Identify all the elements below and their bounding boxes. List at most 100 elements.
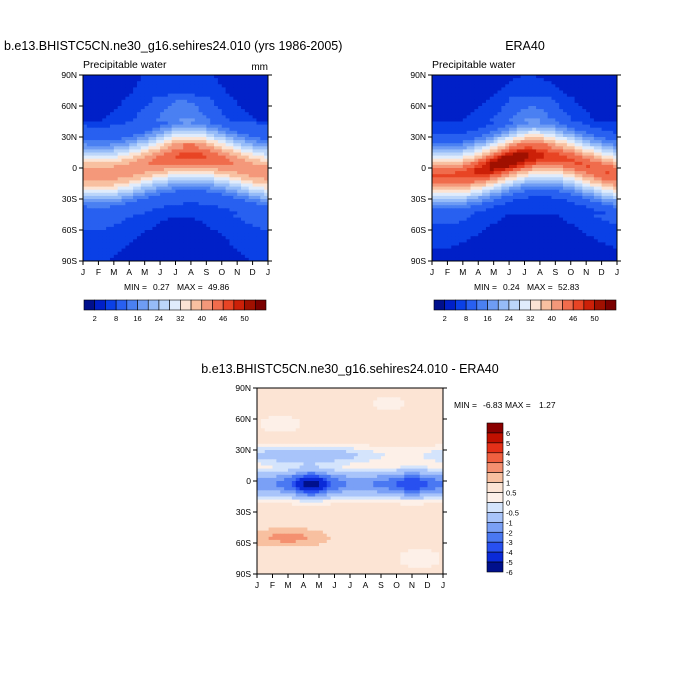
- era40-cell: [601, 121, 606, 125]
- model-cell: [256, 180, 261, 184]
- model-colorbar-swatch: [222, 299, 235, 311]
- era40-cell: [605, 121, 610, 125]
- model-cell: [109, 146, 115, 150]
- era40-cell: [563, 84, 568, 88]
- era40-cell: [505, 121, 510, 125]
- model-cell: [102, 137, 107, 141]
- model-cell: [133, 149, 138, 153]
- model-cell: [117, 106, 122, 110]
- model-cell: [171, 183, 176, 187]
- model-cell: [86, 143, 92, 147]
- model-cell: [144, 251, 149, 256]
- model-cell: [140, 130, 146, 135]
- era40-cell: [505, 78, 510, 82]
- era40-cell: [439, 199, 444, 203]
- era40-cell: [566, 112, 572, 116]
- model-cell: [244, 106, 250, 110]
- era40-cell: [601, 171, 606, 175]
- era40-cell: [447, 164, 452, 169]
- era40-cell: [512, 96, 518, 101]
- era40-cell: [478, 152, 483, 156]
- model-cell: [214, 75, 219, 79]
- model-cell: [252, 202, 257, 206]
- model-cell: [136, 220, 142, 225]
- era40-cell: [590, 133, 595, 138]
- era40-cell: [586, 177, 591, 181]
- era40-cell: [493, 146, 498, 150]
- era40-cell: [474, 205, 479, 209]
- era40-cell: [566, 84, 572, 88]
- era40-cell: [451, 93, 456, 98]
- era40-cell: [578, 121, 583, 125]
- model-cell: [260, 115, 265, 119]
- era40-cell: [566, 180, 572, 184]
- era40-cell: [532, 168, 537, 172]
- model-cell: [214, 230, 219, 234]
- model-cell: [237, 177, 242, 181]
- era40-cell: [543, 130, 549, 135]
- era40-cell: [613, 158, 618, 163]
- model-cell: [244, 78, 250, 82]
- model-cell: [252, 130, 257, 135]
- era40-cell: [532, 124, 537, 129]
- model-cell: [202, 81, 207, 85]
- era40-cell: [597, 202, 602, 206]
- model-cell: [202, 102, 207, 107]
- era40-cell: [474, 93, 479, 98]
- era40-cell: [462, 168, 468, 172]
- model-cell: [90, 84, 95, 88]
- era40-cell: [509, 189, 514, 194]
- model-colorbar-label: 2: [93, 314, 97, 323]
- model-cell: [248, 155, 253, 160]
- era40-cell: [455, 168, 460, 172]
- model-cell: [144, 130, 149, 135]
- model-cell: [140, 168, 146, 172]
- model-cell: [83, 146, 88, 150]
- model-cell: [233, 146, 238, 150]
- model-cell: [194, 236, 200, 240]
- model-cell: [187, 121, 192, 125]
- model-cell: [140, 251, 146, 256]
- era40-cell: [570, 102, 575, 107]
- era40-cell: [447, 192, 452, 197]
- model-cell: [264, 149, 269, 153]
- model-cell: [98, 257, 103, 262]
- model-cell: [98, 186, 103, 191]
- era40-cell: [536, 137, 541, 141]
- model-cell: [187, 242, 192, 246]
- era40-cell: [443, 99, 448, 104]
- model-cell: [264, 137, 269, 141]
- era40-cell: [539, 146, 545, 150]
- era40-cell: [609, 189, 614, 194]
- model-cell: [113, 199, 119, 203]
- model-cell: [144, 96, 149, 101]
- model-cell: [144, 143, 149, 147]
- model-cell: [225, 121, 230, 125]
- model-cell: [252, 174, 257, 178]
- model-cell: [160, 90, 165, 94]
- era40-cell: [439, 205, 444, 209]
- model-cell: [113, 174, 119, 178]
- model-cell: [217, 245, 223, 249]
- era40-cell: [520, 177, 525, 181]
- era40-cell: [470, 99, 475, 104]
- model-cell: [140, 202, 146, 206]
- model-cell: [106, 248, 111, 253]
- era40-cell: [536, 202, 541, 206]
- era40-cell: [582, 183, 587, 187]
- model-cell: [260, 202, 265, 206]
- era40-cell: [593, 143, 599, 147]
- model-cell: [194, 220, 200, 225]
- era40-cell: [555, 146, 560, 150]
- era40-cell: [605, 171, 610, 175]
- era40-cell: [609, 115, 614, 119]
- model-cell: [121, 171, 126, 175]
- model-cell: [109, 174, 115, 178]
- model-cell: [117, 140, 122, 144]
- model-cell: [206, 115, 211, 119]
- era40-cell: [509, 171, 514, 175]
- model-cell: [190, 152, 196, 156]
- era40-cell: [574, 121, 579, 125]
- era40-cell: [590, 84, 595, 88]
- era40-cell: [563, 177, 568, 181]
